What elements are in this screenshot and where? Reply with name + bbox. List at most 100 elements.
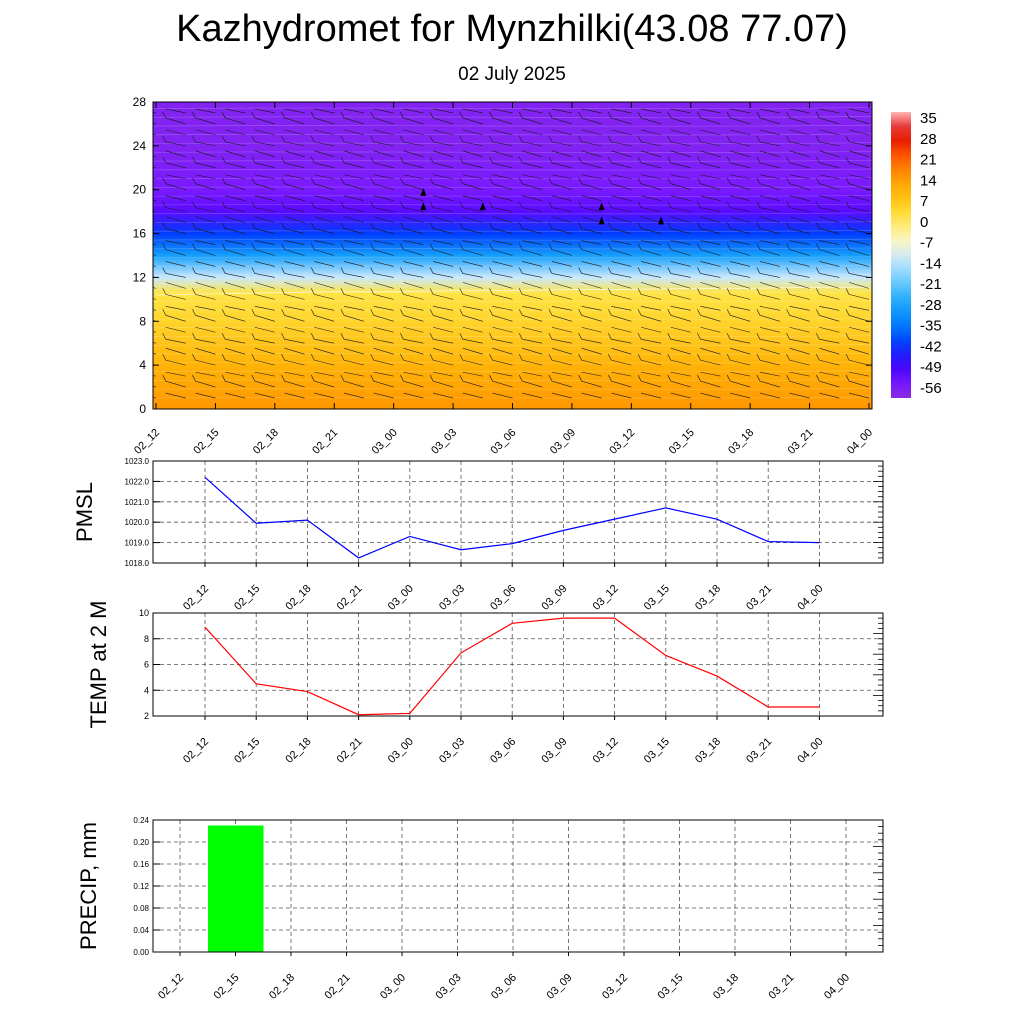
x-tick-label: 02_15 xyxy=(212,972,242,1002)
wind-barb xyxy=(284,306,305,311)
wind-barb xyxy=(195,228,216,234)
wind-barb xyxy=(848,129,870,136)
wind-barb-flag xyxy=(637,333,642,340)
wind-barb xyxy=(373,183,394,191)
wind-barb xyxy=(819,129,840,136)
wind-barb xyxy=(759,207,780,212)
wind-barb-flag xyxy=(489,243,493,250)
wind-barb-flag xyxy=(726,156,731,163)
y-tick-label: 1020.0 xyxy=(125,518,150,527)
wind-barb xyxy=(581,141,602,147)
x-tick-label: 03_06 xyxy=(488,736,518,766)
wind-barb xyxy=(432,183,454,191)
temp-2m-panel: 2 4 6 8 10 02_12 02_15 02_18 02_21 03_00 03_03 03_0… xyxy=(86,601,884,766)
wind-barb-flag xyxy=(845,309,850,316)
wind-barb xyxy=(492,371,513,377)
wind-barb xyxy=(225,306,246,311)
wind-barb xyxy=(640,380,662,388)
y-tick-label: 0.12 xyxy=(133,882,149,891)
wind-barb xyxy=(551,380,573,388)
wind-pennant xyxy=(420,202,427,211)
wind-barb-flag xyxy=(816,156,820,163)
wind-barb xyxy=(284,359,305,366)
wind-barb xyxy=(373,207,394,212)
wind-barb xyxy=(165,282,186,289)
wind-barb xyxy=(373,392,394,399)
wind-barb xyxy=(165,129,186,136)
wind-barb xyxy=(462,359,483,366)
wind-barb xyxy=(611,314,632,322)
wind-barb xyxy=(670,326,691,333)
wind-barb xyxy=(789,314,810,322)
wind-barb xyxy=(433,371,454,377)
wind-barb xyxy=(195,306,216,311)
wind-barb xyxy=(522,150,543,158)
wind-barb xyxy=(462,338,483,344)
x-tick-label: 02_12 xyxy=(181,736,211,766)
wind-barb-flag xyxy=(192,267,196,274)
wind-barb-flag xyxy=(400,156,404,163)
y-tick-label: 0.20 xyxy=(133,838,149,847)
wind-barb-flag xyxy=(637,222,642,229)
wind-barb-flag xyxy=(816,288,820,295)
wind-barb-flag xyxy=(637,374,642,382)
wind-barb-flag xyxy=(578,111,582,119)
wind-barb-flag xyxy=(756,201,761,208)
wind-barb xyxy=(640,338,662,344)
wind-barb-flag xyxy=(667,374,672,382)
wind-pennant xyxy=(598,216,605,225)
wind-barb xyxy=(403,359,424,366)
wind-barb-flag xyxy=(281,309,285,316)
wind-barb xyxy=(551,195,572,201)
x-tick-label: 03_15 xyxy=(656,972,686,1002)
wind-barb-flag xyxy=(192,333,196,340)
y-tick-label: 0.16 xyxy=(133,860,149,869)
x-tick-label: 03_00 xyxy=(370,427,400,457)
wind-barb xyxy=(730,306,751,311)
wind-barb xyxy=(284,117,305,125)
wind-barb-flag xyxy=(726,374,731,382)
wind-barb xyxy=(789,117,810,125)
wind-barb xyxy=(611,338,632,344)
wind-barb xyxy=(462,261,483,267)
wind-barb xyxy=(730,228,751,234)
wind-barb xyxy=(373,117,394,125)
wind-barb xyxy=(700,240,721,245)
wind-barb-flag xyxy=(400,333,404,340)
wind-barb-flag xyxy=(340,177,345,184)
wind-barb xyxy=(195,392,216,399)
x-tick-label: 03_21 xyxy=(744,583,774,613)
wind-barb xyxy=(819,117,840,125)
wind-barb xyxy=(462,240,483,245)
wind-barb xyxy=(581,195,602,201)
wind-barb xyxy=(640,162,662,169)
wind-barb-flag xyxy=(459,374,464,382)
wind-barb xyxy=(759,314,780,322)
wind-barb xyxy=(759,347,780,355)
contour-line xyxy=(153,203,872,206)
wind-barb xyxy=(848,326,870,333)
wind-barb xyxy=(789,174,810,180)
wind-barb xyxy=(462,347,483,355)
wind-barb-flag xyxy=(786,333,790,340)
wind-barbs xyxy=(153,108,870,399)
wind-barb-flag xyxy=(548,222,553,229)
wind-barb xyxy=(848,282,870,289)
x-tick-label: 03_15 xyxy=(642,736,672,766)
x-tick-label: 02_12 xyxy=(156,972,186,1002)
wind-barb xyxy=(403,273,424,278)
y-tick-label: 1019.0 xyxy=(125,539,150,548)
wind-barb xyxy=(551,117,573,125)
wind-barb xyxy=(611,108,632,114)
wind-barb xyxy=(165,240,186,245)
wind-barb xyxy=(700,216,721,223)
wind-barb xyxy=(462,314,483,322)
wind-barb xyxy=(314,282,335,289)
wind-barb-flag xyxy=(459,135,464,142)
wind-barb xyxy=(819,392,840,399)
wind-barb xyxy=(284,150,305,158)
wind-barb xyxy=(759,261,780,267)
wind-barb xyxy=(373,282,394,289)
wind-barb xyxy=(551,162,572,169)
wind-barb xyxy=(819,371,840,377)
